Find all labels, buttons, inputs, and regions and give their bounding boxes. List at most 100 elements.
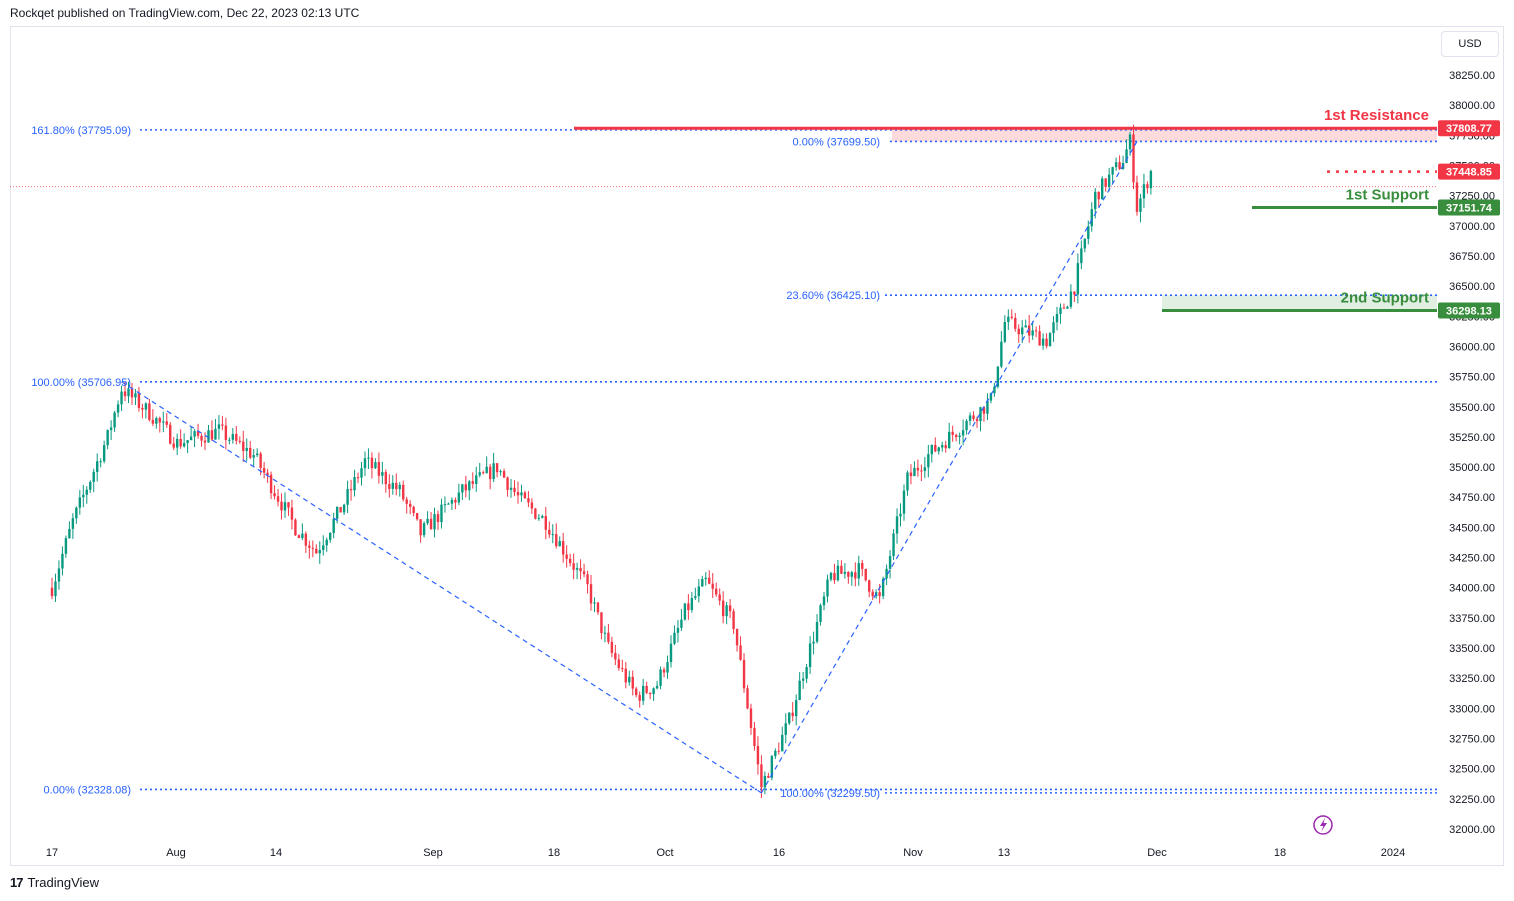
candle-body xyxy=(242,441,245,451)
candle-body xyxy=(885,568,888,579)
candle-body xyxy=(405,499,408,504)
fib-level-label: 161.80% (37795.09) xyxy=(31,125,131,137)
candle-body xyxy=(238,440,241,442)
candle-body xyxy=(826,579,829,597)
price-tick-label: 33750.00 xyxy=(1449,613,1495,625)
candle-body xyxy=(1146,184,1149,189)
candle-body xyxy=(92,471,95,482)
candle-body xyxy=(193,431,196,437)
candle-body xyxy=(502,471,506,478)
candle-body xyxy=(575,568,579,570)
candle-body xyxy=(408,503,412,507)
candle-body xyxy=(659,669,662,686)
candle-body xyxy=(492,463,495,480)
candle-body xyxy=(64,538,68,554)
candle-body xyxy=(106,430,109,446)
candle-body xyxy=(864,568,867,581)
price-badge-label: 37808.77 xyxy=(1446,123,1492,135)
candle-body xyxy=(635,688,638,696)
candle-body xyxy=(422,523,426,536)
candle-body xyxy=(287,502,290,508)
candle-body xyxy=(513,487,516,493)
candle-body xyxy=(297,535,301,539)
candle-body xyxy=(742,659,746,689)
price-badge-label: 37151.74 xyxy=(1446,202,1493,214)
tradingview-footer[interactable]: 17 TradingView xyxy=(10,875,99,890)
candle-body xyxy=(941,445,944,448)
candle-body xyxy=(958,435,961,438)
candle-body xyxy=(499,471,502,473)
price-tick-label: 36750.00 xyxy=(1449,251,1495,263)
candle-body xyxy=(906,472,909,491)
candle-body xyxy=(186,440,189,444)
chart-frame xyxy=(10,26,1504,866)
price-tick-label: 33250.00 xyxy=(1449,673,1495,685)
candle-body xyxy=(715,588,718,595)
candle-body xyxy=(374,462,377,469)
candle-body xyxy=(530,502,534,509)
candle-body xyxy=(116,404,120,413)
fib-level-label: 100.00% (32299.50) xyxy=(780,788,880,800)
candle-body xyxy=(624,668,627,683)
candle-body xyxy=(600,612,603,634)
candle-body xyxy=(843,571,847,574)
candle-body xyxy=(1139,198,1142,212)
candle-body xyxy=(968,415,972,421)
candle-body xyxy=(464,484,468,491)
candle-body xyxy=(506,477,509,490)
candle-body xyxy=(961,430,965,436)
candle-body xyxy=(203,440,207,443)
candle-body xyxy=(75,507,78,519)
candle-body xyxy=(224,425,228,440)
candle-body xyxy=(419,519,422,536)
candle-body xyxy=(457,492,461,503)
time-tick-label: 18 xyxy=(1274,847,1286,859)
candle-body xyxy=(1017,328,1020,335)
support-annotation-label: 2nd Support xyxy=(1341,289,1429,306)
candle-body xyxy=(541,515,544,518)
candle-body xyxy=(979,407,982,422)
candle-body xyxy=(485,466,488,474)
candle-body xyxy=(568,558,572,564)
candle-body xyxy=(937,447,940,452)
candle-body xyxy=(579,568,582,572)
time-axis: 17 Aug 14 Sep 18 Oct 16 Nov 13 Dec 18 2024 xyxy=(46,847,1405,859)
candle-body xyxy=(509,487,513,490)
candle-body xyxy=(614,653,617,660)
candle-body xyxy=(210,430,214,440)
candle-body xyxy=(475,475,478,484)
candle-body xyxy=(384,472,388,485)
candle-body xyxy=(558,541,561,547)
candle-body xyxy=(162,421,165,423)
candle-body xyxy=(610,641,614,654)
resistance-zone xyxy=(892,128,1437,142)
candle-body xyxy=(774,750,777,757)
candle-body xyxy=(989,393,993,401)
candle-body xyxy=(78,497,82,508)
candle-body xyxy=(857,563,860,579)
candle-body xyxy=(770,756,774,778)
candle-body xyxy=(753,727,756,746)
candle-body xyxy=(854,572,857,579)
candle-body xyxy=(148,403,151,420)
candle-body xyxy=(1111,167,1114,175)
current-price-badge-label: 37448.85 xyxy=(1446,167,1492,179)
price-tick-label: 33000.00 xyxy=(1449,703,1495,715)
candle-body xyxy=(1094,191,1097,210)
currency-selector[interactable]: USD xyxy=(1441,31,1499,57)
candle-body xyxy=(760,764,763,788)
candle-body xyxy=(537,517,541,519)
candle-body xyxy=(447,503,450,505)
price-badge xyxy=(1438,199,1500,216)
candle-body xyxy=(694,596,697,599)
candle-body xyxy=(273,493,276,497)
candle-body xyxy=(249,447,252,458)
price-tick-label: 35000.00 xyxy=(1449,462,1495,474)
candle-body xyxy=(833,572,836,581)
candle-body xyxy=(899,513,902,517)
candle-body xyxy=(335,506,339,519)
time-tick-label: 16 xyxy=(773,847,785,859)
price-tick-label: 34000.00 xyxy=(1449,583,1495,595)
candle-body xyxy=(767,775,770,778)
